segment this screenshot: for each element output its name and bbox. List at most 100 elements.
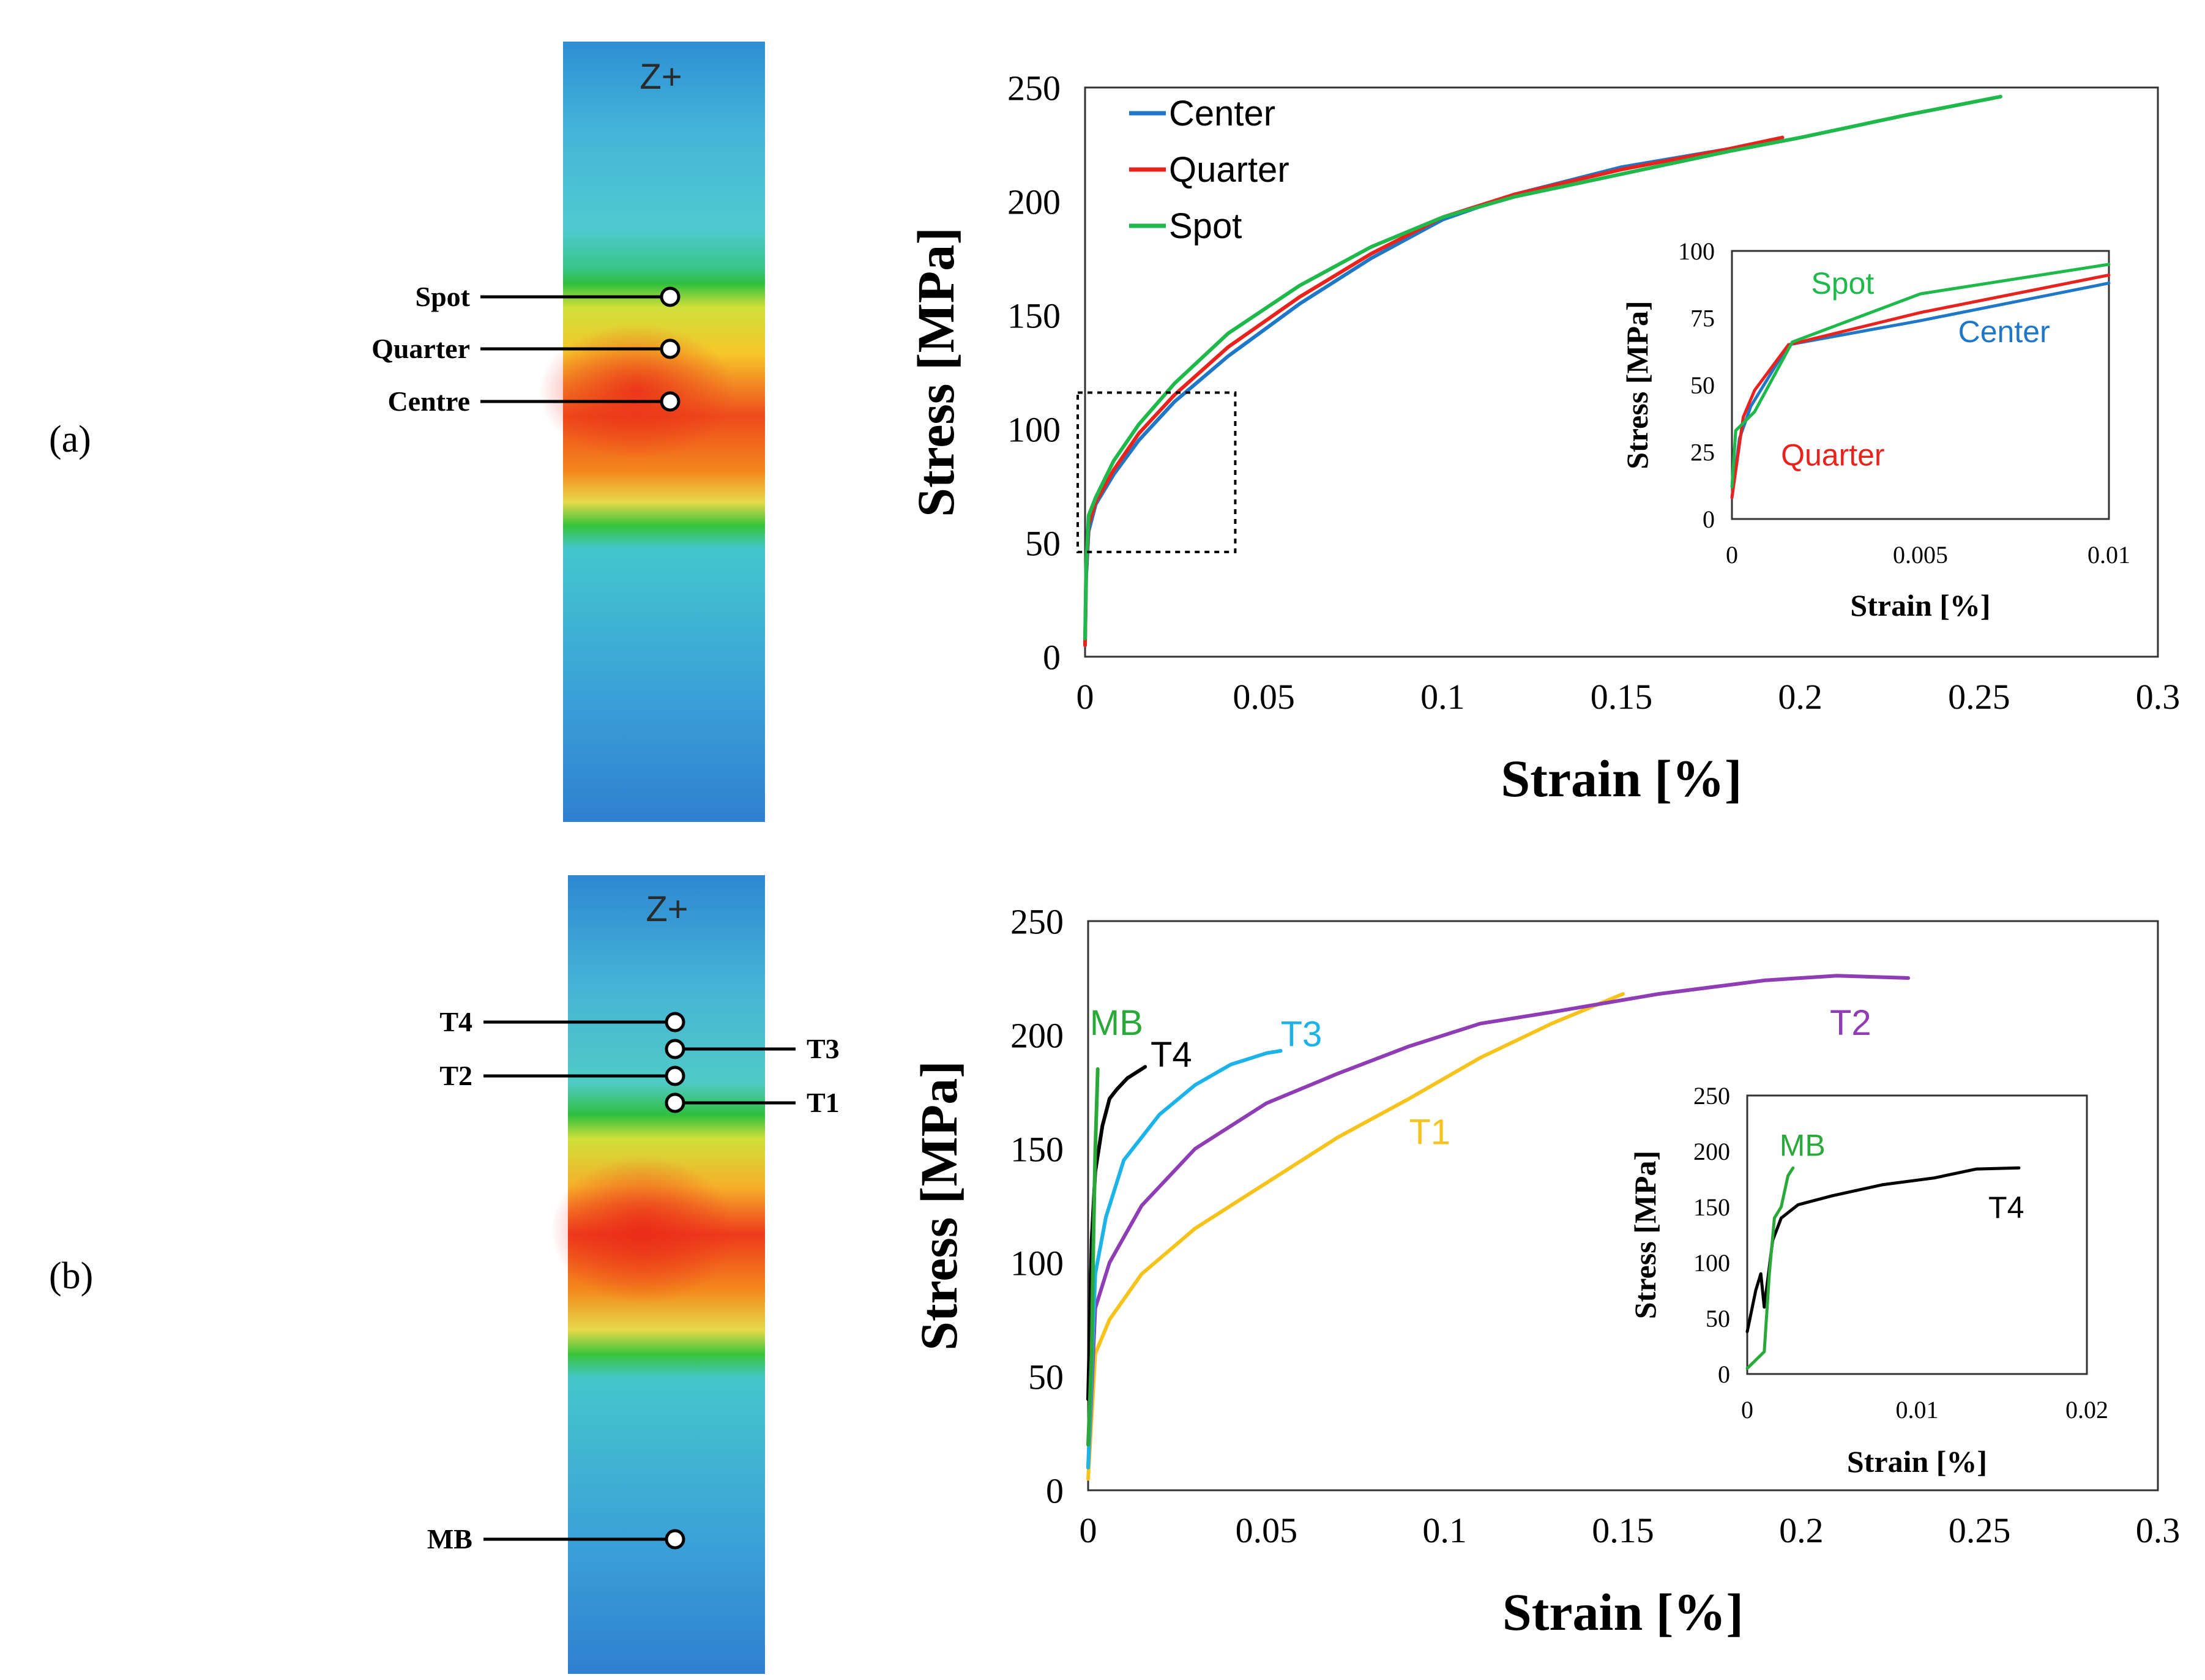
a-inset-plot-area: [1731, 250, 2110, 520]
chart-a-inset-annotation-spot: Spot: [1811, 266, 1874, 301]
panel-label-b: (b): [49, 1255, 93, 1297]
chart-a-legend-label-quarter: Quarter: [1169, 150, 1289, 190]
point-marker-centre: Centre: [387, 386, 681, 417]
b-main-xtick-label: 0.2: [1779, 1510, 1824, 1550]
b-main-ytick-label: 150: [1010, 1129, 1064, 1169]
b-inset-series-mb: [1745, 1166, 1795, 1370]
panel-label-a: (a): [49, 419, 91, 460]
b-main-ytick-label: 250: [1010, 902, 1064, 941]
b-main-xtick-label: 0.25: [1949, 1510, 2011, 1550]
specimen-a: Z+: [539, 42, 765, 822]
a-main-series-spot: [1083, 94, 2002, 641]
b-inset-plot-area: [1746, 1094, 2088, 1375]
a-inset-xtick-label: 0.005: [1893, 541, 1948, 569]
b-inset-ytick-label: 0: [1718, 1361, 1730, 1388]
specimen-b-axis-label: Z+: [646, 889, 688, 929]
chart-b-annotation-t1: T1: [1409, 1113, 1450, 1152]
b-inset-ytick-label: 100: [1693, 1249, 1730, 1277]
b-main-x-axis-title: Strain [%]: [1502, 1583, 1744, 1641]
b-inset-series-t4: [1745, 1166, 2021, 1334]
chart-a-inset-annotation-quarter: Quarter: [1781, 438, 1885, 472]
point-label-spot: Spot: [416, 281, 471, 312]
a-main-ytick-label: 100: [1007, 409, 1061, 449]
point-label-t1: T1: [807, 1087, 840, 1118]
a-main-ytick-label: 250: [1007, 68, 1061, 108]
b-main-series-t2: [1086, 974, 1911, 1469]
b-main-series-mb: [1086, 1067, 1100, 1447]
chart-b-inset-annotation-mb: MB: [1780, 1128, 1826, 1162]
a-main-xtick-label: 0.2: [1778, 677, 1823, 717]
b-inset-ytick-label: 200: [1693, 1138, 1730, 1165]
point-marker-t4: T4: [439, 1006, 685, 1037]
a-main-x-axis-title: Strain [%]: [1501, 749, 1742, 808]
a-inset-series-quarter: [1730, 273, 2111, 499]
specimen-a-hotspot: [539, 324, 734, 459]
chart-a-zoom-box: [1076, 391, 1237, 553]
point-marker-quarter: Quarter: [371, 333, 681, 364]
a-main-ytick-label: 150: [1007, 296, 1061, 335]
b-inset-xtick-label: 0.01: [1896, 1396, 1939, 1424]
chart-b-annotation-mb: MB: [1090, 1003, 1143, 1043]
b-main-ytick-label: 100: [1010, 1243, 1064, 1283]
a-main-y-axis-title: Stress [MPa]: [906, 227, 965, 517]
point-label-t3: T3: [807, 1033, 840, 1064]
chart-a-legend-label-center: Center: [1169, 94, 1275, 133]
b-main-ytick-label: 50: [1028, 1357, 1064, 1397]
specimen-b: Z+: [551, 875, 765, 1674]
point-label-mb: MB: [427, 1523, 472, 1555]
a-main-xtick-label: 0.3: [2136, 677, 2181, 717]
chart-b-annotation-t2: T2: [1830, 1003, 1871, 1043]
b-inset-ytick-label: 150: [1693, 1193, 1730, 1221]
b-main-y-axis-title: Stress [MPa]: [909, 1061, 968, 1351]
a-inset-xtick-label: 0: [1726, 541, 1738, 569]
b-main-ytick-label: 0: [1046, 1471, 1064, 1510]
b-main-xtick-label: 0.05: [1236, 1510, 1298, 1550]
b-main-series-t3: [1086, 1049, 1283, 1469]
b-main-xtick-label: 0.1: [1422, 1510, 1467, 1550]
a-main-xtick-label: 0: [1076, 677, 1094, 717]
a-inset-ytick-label: 0: [1703, 506, 1715, 533]
a-inset-ytick-label: 50: [1690, 371, 1715, 399]
point-label-centre: Centre: [387, 386, 470, 417]
b-inset-xtick-label: 0.02: [2065, 1396, 2108, 1424]
a-main-ytick-label: 50: [1025, 523, 1061, 563]
b-main-series-t1: [1086, 992, 1625, 1481]
a-inset-x-axis-title: Strain [%]: [1850, 588, 1990, 622]
specimen-a-axis-label: Z+: [640, 57, 682, 97]
point-marker-spot: Spot: [416, 281, 681, 312]
point-marker-t1: T1: [665, 1087, 840, 1118]
b-inset-ytick-label: 50: [1706, 1305, 1730, 1332]
b-main-ytick-label: 200: [1010, 1015, 1064, 1055]
chart-b-annotation-t3: T3: [1281, 1015, 1323, 1055]
a-inset-ytick-label: 75: [1690, 305, 1715, 332]
point-marker-t3: T3: [665, 1033, 840, 1064]
b-inset-y-axis-title: Stress [MPa]: [1628, 1151, 1662, 1319]
point-marker-mb: MB: [427, 1523, 685, 1555]
a-main-ytick-label: 0: [1043, 637, 1061, 677]
chart-b-inset-annotation-t4: T4: [1988, 1190, 2024, 1225]
a-inset-y-axis-title: Stress [MPa]: [1620, 301, 1654, 469]
b-main-xtick-label: 0: [1080, 1510, 1097, 1550]
chart-a-inset: 0 0.005 0.01 0 25 50 75 100 Strain [%] Stress [MP…: [1620, 237, 2130, 622]
a-main-ytick-label: 200: [1007, 182, 1061, 222]
b-main-xtick-label: 0.15: [1592, 1510, 1654, 1550]
chart-b-inset: 0 0.01 0.02 0 50 100 150 200 250 Strain [%] Stress…: [1628, 1082, 2108, 1479]
a-inset-ytick-label: 100: [1678, 237, 1715, 265]
a-main-series-quarter: [1083, 135, 1785, 648]
b-main-xtick-label: 0.3: [2136, 1510, 2181, 1550]
a-main-xtick-label: 0.25: [1948, 677, 2010, 717]
chart-b-annotation-t4: T4: [1151, 1035, 1192, 1075]
point-label-t4: T4: [439, 1006, 472, 1037]
specimen-b-hotspot: [551, 1157, 734, 1304]
chart-a-inset-annotation-center: Center: [1958, 315, 2050, 349]
chart-a-legend-label-spot: Spot: [1169, 206, 1242, 246]
b-inset-ytick-label: 250: [1693, 1082, 1730, 1110]
a-main-xtick-label: 0.05: [1233, 677, 1295, 717]
point-label-quarter: Quarter: [371, 333, 470, 364]
a-inset-series-spot: [1730, 263, 2111, 488]
a-main-xtick-label: 0.15: [1591, 677, 1653, 717]
b-inset-xtick-label: 0: [1741, 1396, 1753, 1424]
b-inset-x-axis-title: Strain [%]: [1847, 1444, 1987, 1479]
a-inset-xtick-label: 0.01: [2087, 541, 2130, 569]
